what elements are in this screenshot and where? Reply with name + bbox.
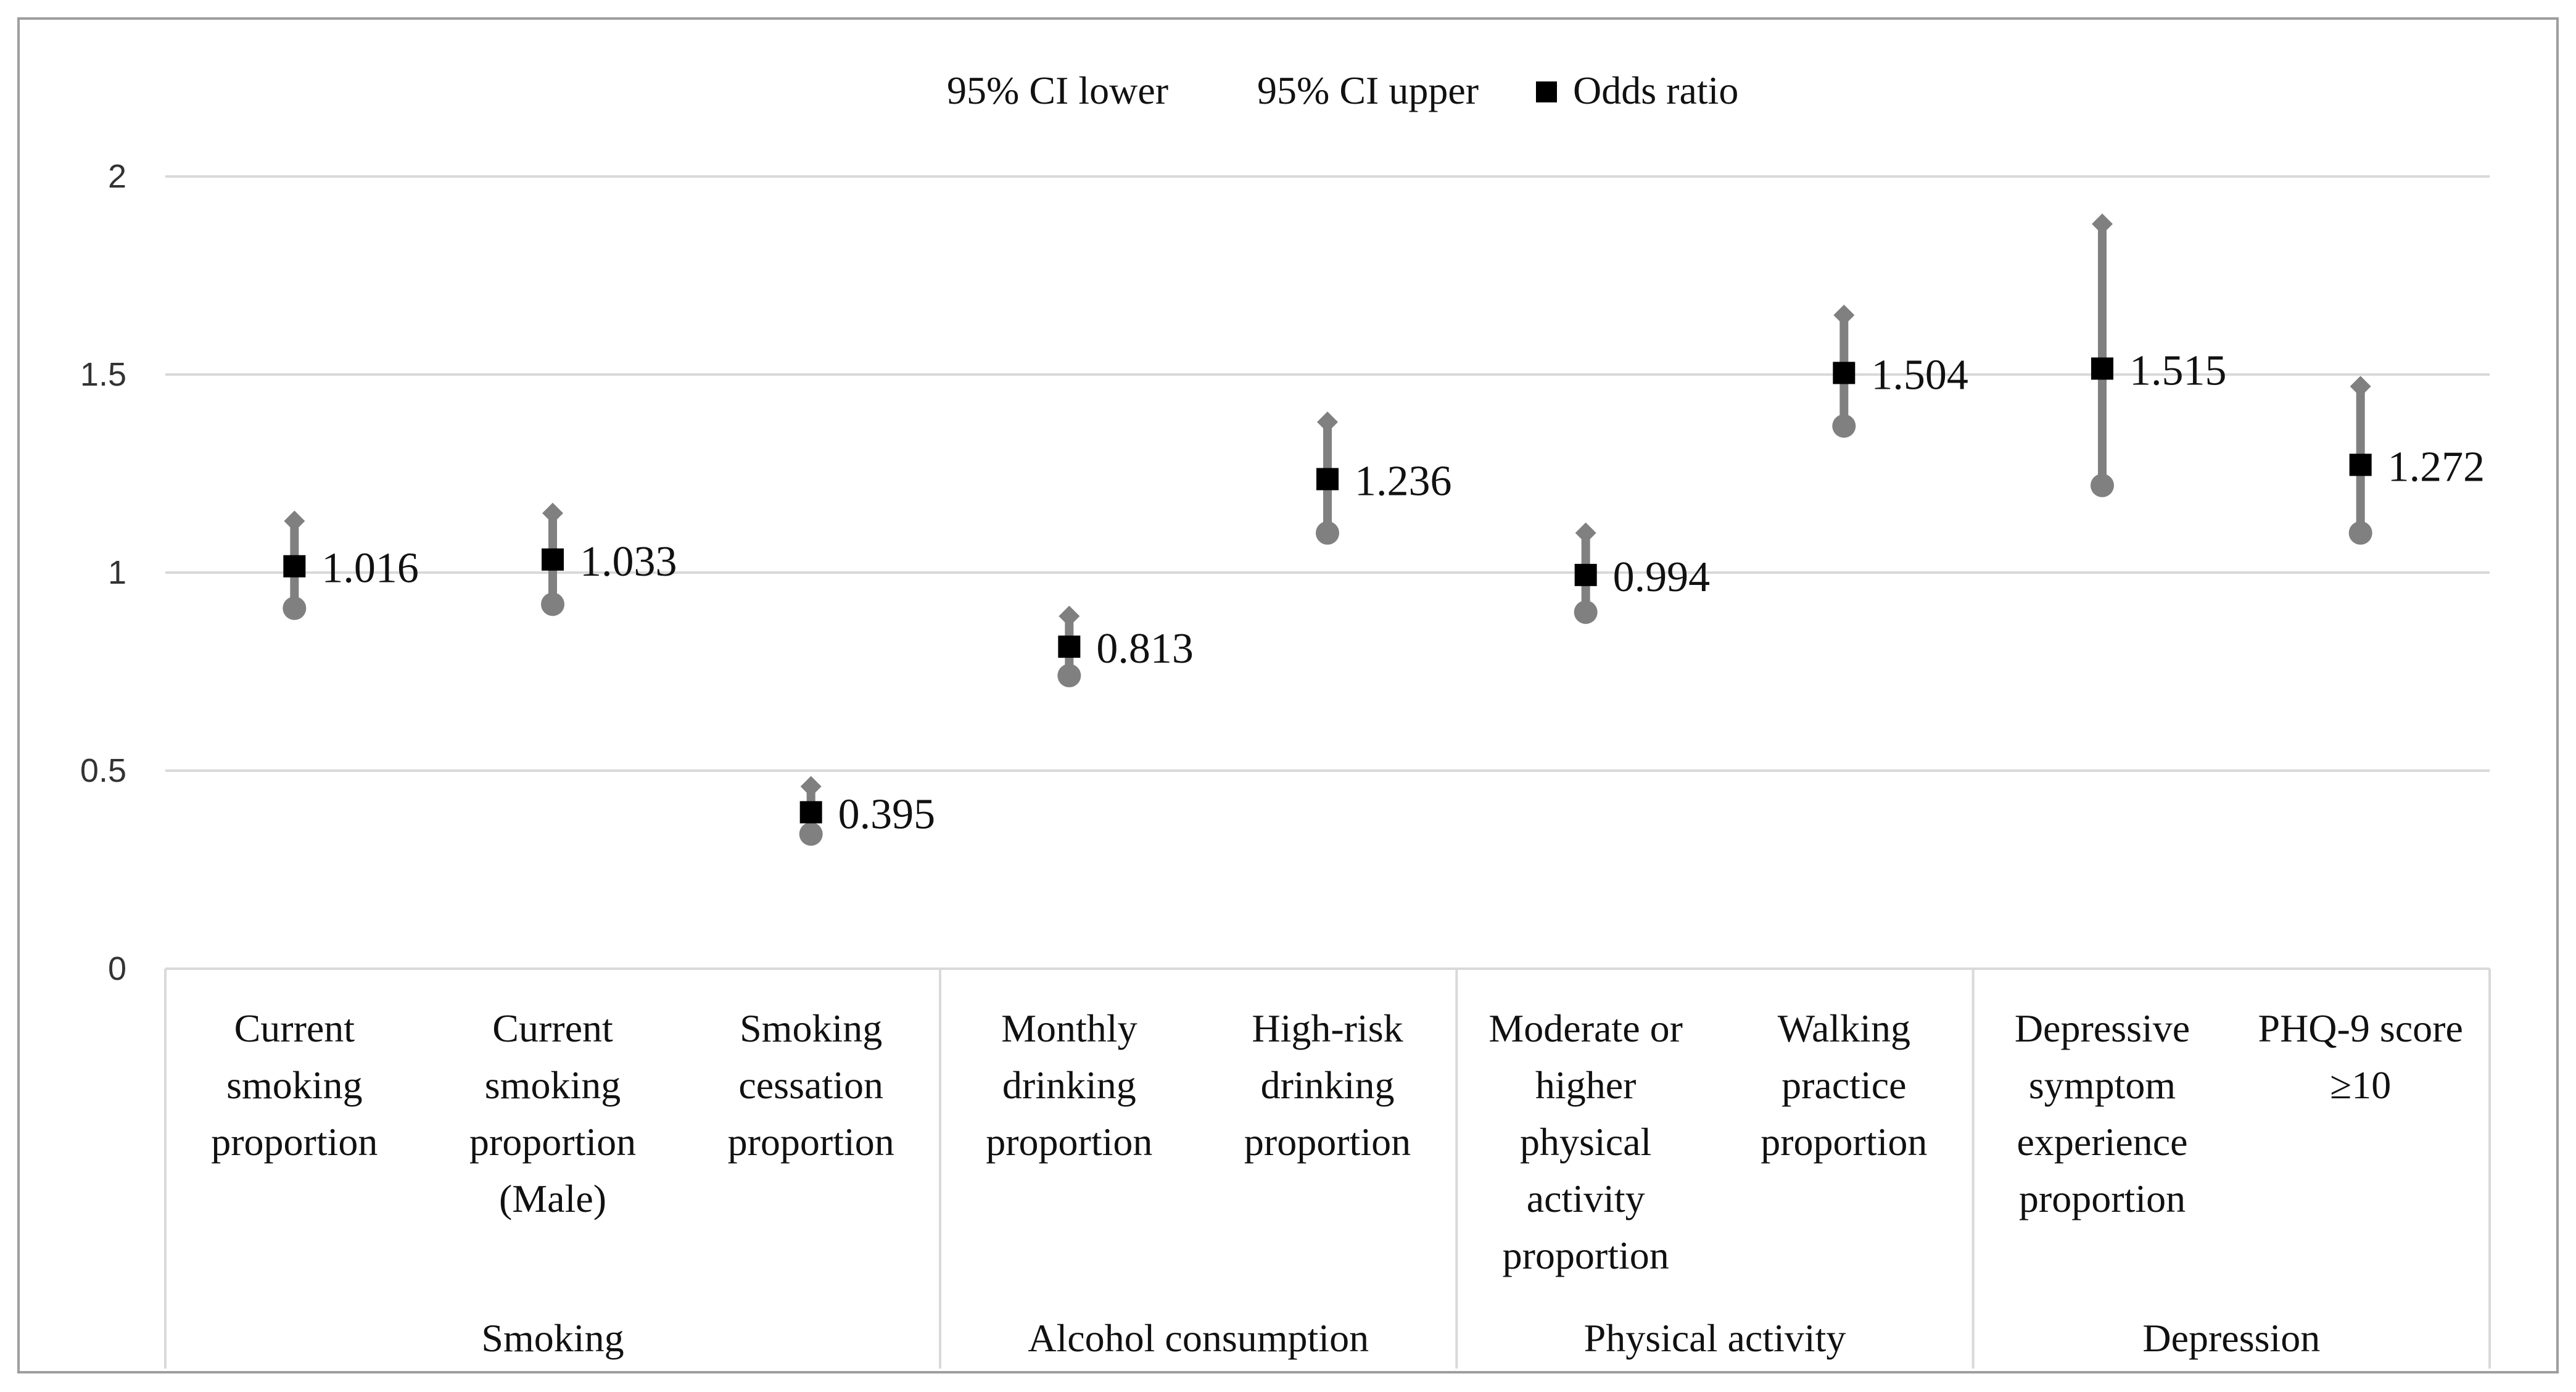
category-label: PHQ-9 score <box>2258 1006 2462 1050</box>
category-label: physical <box>1520 1120 1651 1164</box>
category-label: proportion <box>986 1120 1152 1164</box>
odds-ratio-point <box>1574 563 1597 586</box>
ci-lower-point <box>1057 663 1081 687</box>
y-tick-label: 0.5 <box>80 752 126 789</box>
category-label: experience <box>2017 1120 2187 1164</box>
category-label: Depressive <box>2015 1006 2190 1050</box>
category-label: Moderate or <box>1488 1006 1683 1050</box>
y-axis: 0 0.5 1 1.5 2 <box>80 158 126 987</box>
legend-label: 95% CI lower <box>947 68 1168 112</box>
category-label: proportion <box>1503 1233 1669 1277</box>
ci-upper-point <box>1317 412 1338 433</box>
legend: 95% CI lower 95% CI upper Odds ratio <box>947 68 1738 112</box>
odds-ratio-point <box>542 548 564 571</box>
category-label: symptom <box>2029 1063 2176 1107</box>
category-label: smoking <box>226 1063 362 1107</box>
category-label: Monthly <box>1001 1006 1137 1050</box>
y-tick-label: 0 <box>108 950 126 987</box>
y-tick-label: 1.5 <box>80 356 126 393</box>
ci-upper-point <box>2350 376 2371 397</box>
category-label: proportion <box>211 1120 378 1164</box>
ci-upper-point <box>542 502 563 524</box>
ci-lower-point <box>1316 521 1339 545</box>
ci-lower-point <box>799 822 823 846</box>
data-label: 1.236 <box>1355 457 1452 505</box>
category-label: proportion <box>2019 1177 2186 1220</box>
group-label: Smoking <box>481 1316 624 1360</box>
category-label: Smoking <box>740 1006 882 1050</box>
ci-upper-point <box>2092 213 2113 235</box>
ci-lower-point <box>1574 600 1598 624</box>
group-label: Depression <box>2142 1316 2320 1360</box>
odds-ratio-point <box>1316 468 1339 491</box>
data-label: 1.016 <box>321 545 419 592</box>
category-label: cessation <box>738 1063 883 1107</box>
ci-lower-point <box>2091 473 2114 497</box>
ci-lower-point <box>2348 521 2372 545</box>
ci-upper-point <box>1059 605 1080 627</box>
data-label: 1.272 <box>2388 443 2485 491</box>
ci-upper-point <box>1575 522 1596 544</box>
plot-marks: 1.016 1.033 0.395 0.813 1.236 0.994 1.504 1.515… <box>283 213 2485 846</box>
category-label: practice <box>1781 1063 1907 1107</box>
odds-ratio-point <box>2349 454 2372 476</box>
data-label: 0.395 <box>838 790 936 838</box>
odds-ratio-point <box>1833 362 1856 384</box>
chart-border <box>17 17 2559 1373</box>
legend-swatch <box>1536 81 1557 102</box>
data-label: 1.504 <box>1871 351 1968 399</box>
category-label: Current <box>234 1006 355 1050</box>
category-label: higher <box>1535 1063 1637 1107</box>
ci-lower-point <box>541 592 564 616</box>
category-label: ≥10 <box>2330 1063 2391 1107</box>
category-label: proportion <box>469 1120 636 1164</box>
legend-label: 95% CI upper <box>1257 68 1479 112</box>
ci-lower-point <box>283 596 307 620</box>
category-label: proportion <box>1761 1120 1927 1164</box>
category-label: Current <box>492 1006 613 1050</box>
category-label: High-risk <box>1252 1006 1403 1050</box>
odds-ratio-point <box>2091 357 2113 380</box>
odds-ratio-point <box>1058 636 1081 658</box>
data-label: 0.813 <box>1096 625 1194 673</box>
category-label: smoking <box>485 1063 621 1107</box>
ci-upper-point <box>800 776 822 797</box>
data-label: 0.994 <box>1613 553 1711 601</box>
category-label: activity <box>1527 1177 1645 1220</box>
data-label: 1.515 <box>2129 347 2227 394</box>
group-label: Physical activity <box>1584 1316 1846 1360</box>
y-tick-label: 1 <box>108 554 126 591</box>
category-label: drinking <box>1002 1063 1136 1107</box>
group-label: Alcohol consumption <box>1028 1316 1369 1360</box>
legend-label: Odds ratio <box>1573 68 1738 112</box>
category-label: drinking <box>1261 1063 1395 1107</box>
category-label: Walking <box>1778 1006 1910 1050</box>
data-label: 1.033 <box>580 538 677 586</box>
ci-upper-point <box>1833 304 1855 326</box>
ci-lower-point <box>1832 414 1856 438</box>
category-label: proportion <box>1244 1120 1411 1164</box>
category-label: proportion <box>728 1120 894 1164</box>
ci-upper-point <box>284 510 305 532</box>
odds-ratio-point <box>799 801 822 824</box>
odds-ratio-point <box>283 555 306 578</box>
x-axis-table: Smoking Alcohol consumption Physical activ… <box>164 967 2491 1369</box>
y-tick-label: 2 <box>108 158 126 195</box>
category-label: (Male) <box>499 1177 606 1220</box>
